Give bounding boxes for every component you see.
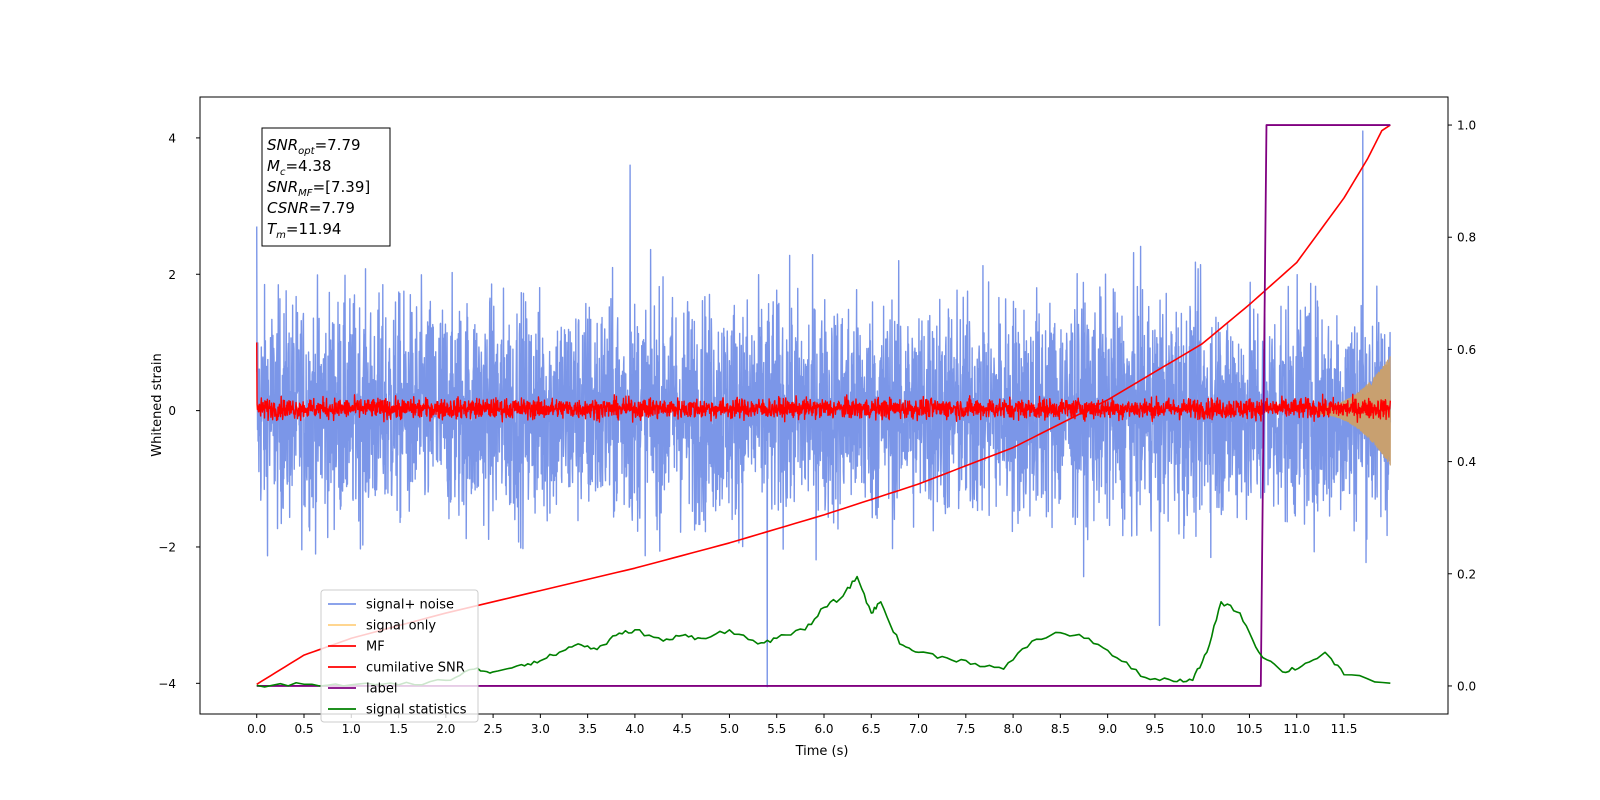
y-axis-label: Whitened strain [150, 353, 165, 456]
legend: signal+ noise signal only MF cumilative SNR… [320, 589, 479, 723]
x-tick-label: 3.0 [531, 722, 550, 736]
y2-tick-label: 0.4 [1457, 455, 1476, 469]
annotation-value: =7.79 [309, 199, 355, 217]
x-tick-label: 1.5 [389, 722, 408, 736]
x-tick-label: 8.5 [1051, 722, 1070, 736]
annotation-symbol: SNR [267, 136, 298, 154]
legend-frame [320, 589, 479, 723]
x-tick-label: 7.0 [909, 722, 928, 736]
annotation-line: CSNR=7.79 [267, 199, 355, 217]
x-tick-label: 6.0 [814, 722, 833, 736]
y-tick-label: 4 [168, 131, 176, 145]
x-tick-label: 11.5 [1331, 722, 1358, 736]
series-signal-plus-noise [256, 130, 1392, 688]
parameter-annotation-box: SNRopt=7.79Mc=4.38SNRMF=[7.39]CSNR=7.79T… [261, 127, 391, 247]
y-tick-label: −4 [158, 677, 176, 691]
x-tick-label: 10.0 [1189, 722, 1216, 736]
x-tick-label: 10.5 [1236, 722, 1263, 736]
annotation-line: Mc=4.38 [267, 157, 331, 178]
annotation-symbol: CSNR [267, 199, 309, 217]
x-tick-label: 7.5 [956, 722, 975, 736]
legend-entry: MF [366, 640, 385, 655]
annotation-line: Tm=11.94 [267, 220, 341, 241]
legend-entry: label [366, 682, 397, 697]
annotation-value: =[7.39] [313, 178, 371, 196]
x-tick-label: 9.0 [1098, 722, 1117, 736]
y2-tick-label: 1.0 [1457, 119, 1476, 133]
series-label [256, 124, 1391, 687]
annotation-subscript: MF [298, 188, 313, 199]
y2-tick-label: 0.6 [1457, 343, 1476, 357]
legend-entry: cumilative SNR [366, 661, 465, 676]
y-tick-label: 0 [168, 404, 176, 418]
x-tick-label: 4.0 [625, 722, 644, 736]
x-tick-label: 5.0 [720, 722, 739, 736]
legend-entry: signal statistics [366, 703, 467, 718]
legend-entry: signal+ noise [366, 598, 454, 613]
annotation-subscript: c [280, 167, 286, 178]
series-signal-statistics [256, 575, 1391, 688]
x-tick-label: 0.5 [294, 722, 313, 736]
x-tick-label: 6.5 [862, 722, 881, 736]
annotation-line: SNRopt=7.79 [267, 136, 361, 157]
x-tick-label: 2.5 [484, 722, 503, 736]
annotation-subscript: opt [298, 146, 315, 157]
y2-tick-label: 0.0 [1457, 679, 1476, 693]
x-tick-label: 1.0 [342, 722, 361, 736]
y2-tick-label: 0.8 [1457, 231, 1476, 245]
x-tick-label: 8.0 [1004, 722, 1023, 736]
annotation-value: =7.79 [315, 136, 361, 154]
x-tick-label: 11.0 [1283, 722, 1310, 736]
x-tick-label: 4.5 [673, 722, 692, 736]
annotation-value: =4.38 [285, 157, 331, 175]
x-tick-label: 3.5 [578, 722, 597, 736]
x-tick-label: 9.5 [1145, 722, 1164, 736]
legend-entry: signal only [366, 619, 436, 634]
x-tick-label: 5.5 [767, 722, 786, 736]
y2-tick-label: 0.2 [1457, 567, 1476, 581]
annotation-frame [261, 127, 391, 247]
y-tick-label: 2 [168, 268, 176, 282]
x-axis-label: Time (s) [795, 744, 849, 759]
annotation-symbol: M [267, 157, 280, 175]
y-tick-label: −2 [158, 540, 176, 554]
series-mf [256, 342, 1392, 423]
annotation-symbol: T [267, 220, 278, 238]
annotation-line: SNRMF=[7.39] [267, 178, 370, 199]
annotation-value: =11.94 [286, 220, 342, 238]
x-tick-label: 2.0 [436, 722, 455, 736]
annotation-symbol: SNR [267, 178, 298, 196]
x-tick-label: 0.0 [247, 722, 266, 736]
annotation-subscript: m [276, 230, 286, 241]
